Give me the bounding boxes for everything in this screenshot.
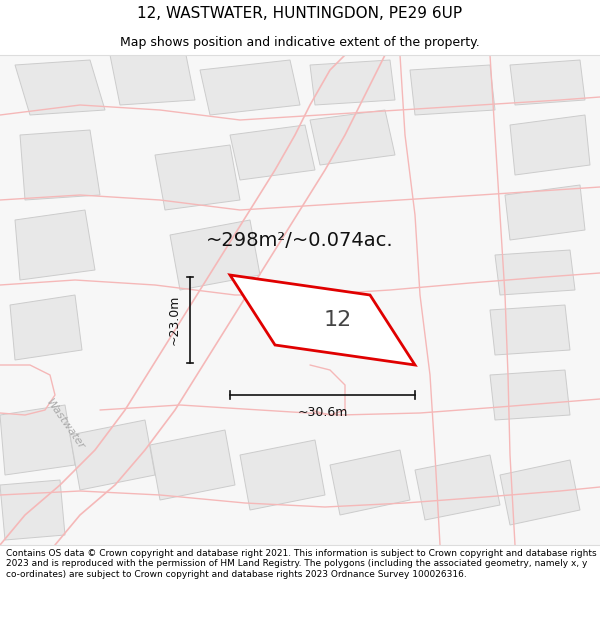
- Polygon shape: [15, 210, 95, 280]
- Text: ~23.0m: ~23.0m: [167, 295, 181, 345]
- Polygon shape: [15, 60, 105, 115]
- Polygon shape: [310, 110, 395, 165]
- Text: 12, WASTWATER, HUNTINGDON, PE29 6UP: 12, WASTWATER, HUNTINGDON, PE29 6UP: [137, 6, 463, 21]
- Text: ~30.6m: ~30.6m: [298, 406, 347, 419]
- Polygon shape: [500, 460, 580, 525]
- Text: ~298m²/~0.074ac.: ~298m²/~0.074ac.: [206, 231, 394, 249]
- Polygon shape: [495, 250, 575, 295]
- Polygon shape: [0, 480, 65, 540]
- Polygon shape: [510, 115, 590, 175]
- Polygon shape: [155, 145, 240, 210]
- Text: Map shows position and indicative extent of the property.: Map shows position and indicative extent…: [120, 36, 480, 49]
- Polygon shape: [230, 275, 415, 365]
- Text: 12: 12: [323, 310, 352, 330]
- Polygon shape: [10, 295, 82, 360]
- Polygon shape: [170, 220, 260, 290]
- Polygon shape: [510, 60, 585, 105]
- Polygon shape: [200, 60, 300, 115]
- Text: Wastwater: Wastwater: [44, 398, 86, 452]
- Polygon shape: [150, 430, 235, 500]
- Polygon shape: [240, 440, 325, 510]
- Polygon shape: [0, 405, 75, 475]
- Polygon shape: [490, 370, 570, 420]
- Polygon shape: [410, 65, 495, 115]
- Polygon shape: [110, 50, 195, 105]
- Text: Contains OS data © Crown copyright and database right 2021. This information is : Contains OS data © Crown copyright and d…: [6, 549, 596, 579]
- Polygon shape: [230, 125, 315, 180]
- Polygon shape: [505, 185, 585, 240]
- Polygon shape: [330, 450, 410, 515]
- Polygon shape: [415, 455, 500, 520]
- Polygon shape: [310, 60, 395, 105]
- Polygon shape: [490, 305, 570, 355]
- Polygon shape: [20, 130, 100, 200]
- Polygon shape: [70, 420, 155, 490]
